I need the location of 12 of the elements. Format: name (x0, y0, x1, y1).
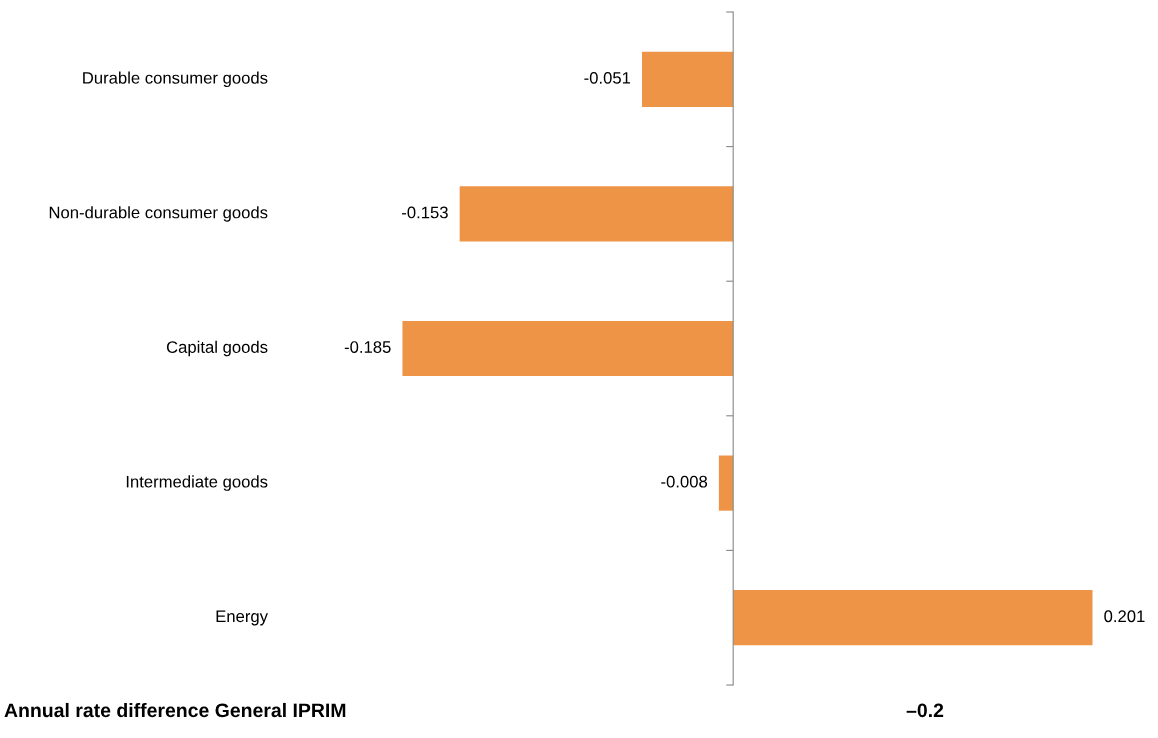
data-label: -0.051 (584, 71, 631, 84)
data-label: -0.008 (661, 475, 708, 488)
data-label: 0.201 (1104, 610, 1145, 623)
y-tick-label: Energy (216, 610, 268, 626)
y-tick-label: Durable consumer goods (83, 71, 268, 88)
text: Annual rate difference General IPRIM (4, 702, 346, 718)
y-tick-label: Intermediate goods (126, 475, 268, 491)
data-label: -0.185 (344, 341, 391, 353)
text: –0.2 (906, 703, 944, 718)
data-label: -0.153 (402, 206, 448, 219)
y-tick-label: Capital goods (166, 340, 268, 357)
y-tick-label: Non-durable consumer goods (49, 206, 268, 222)
